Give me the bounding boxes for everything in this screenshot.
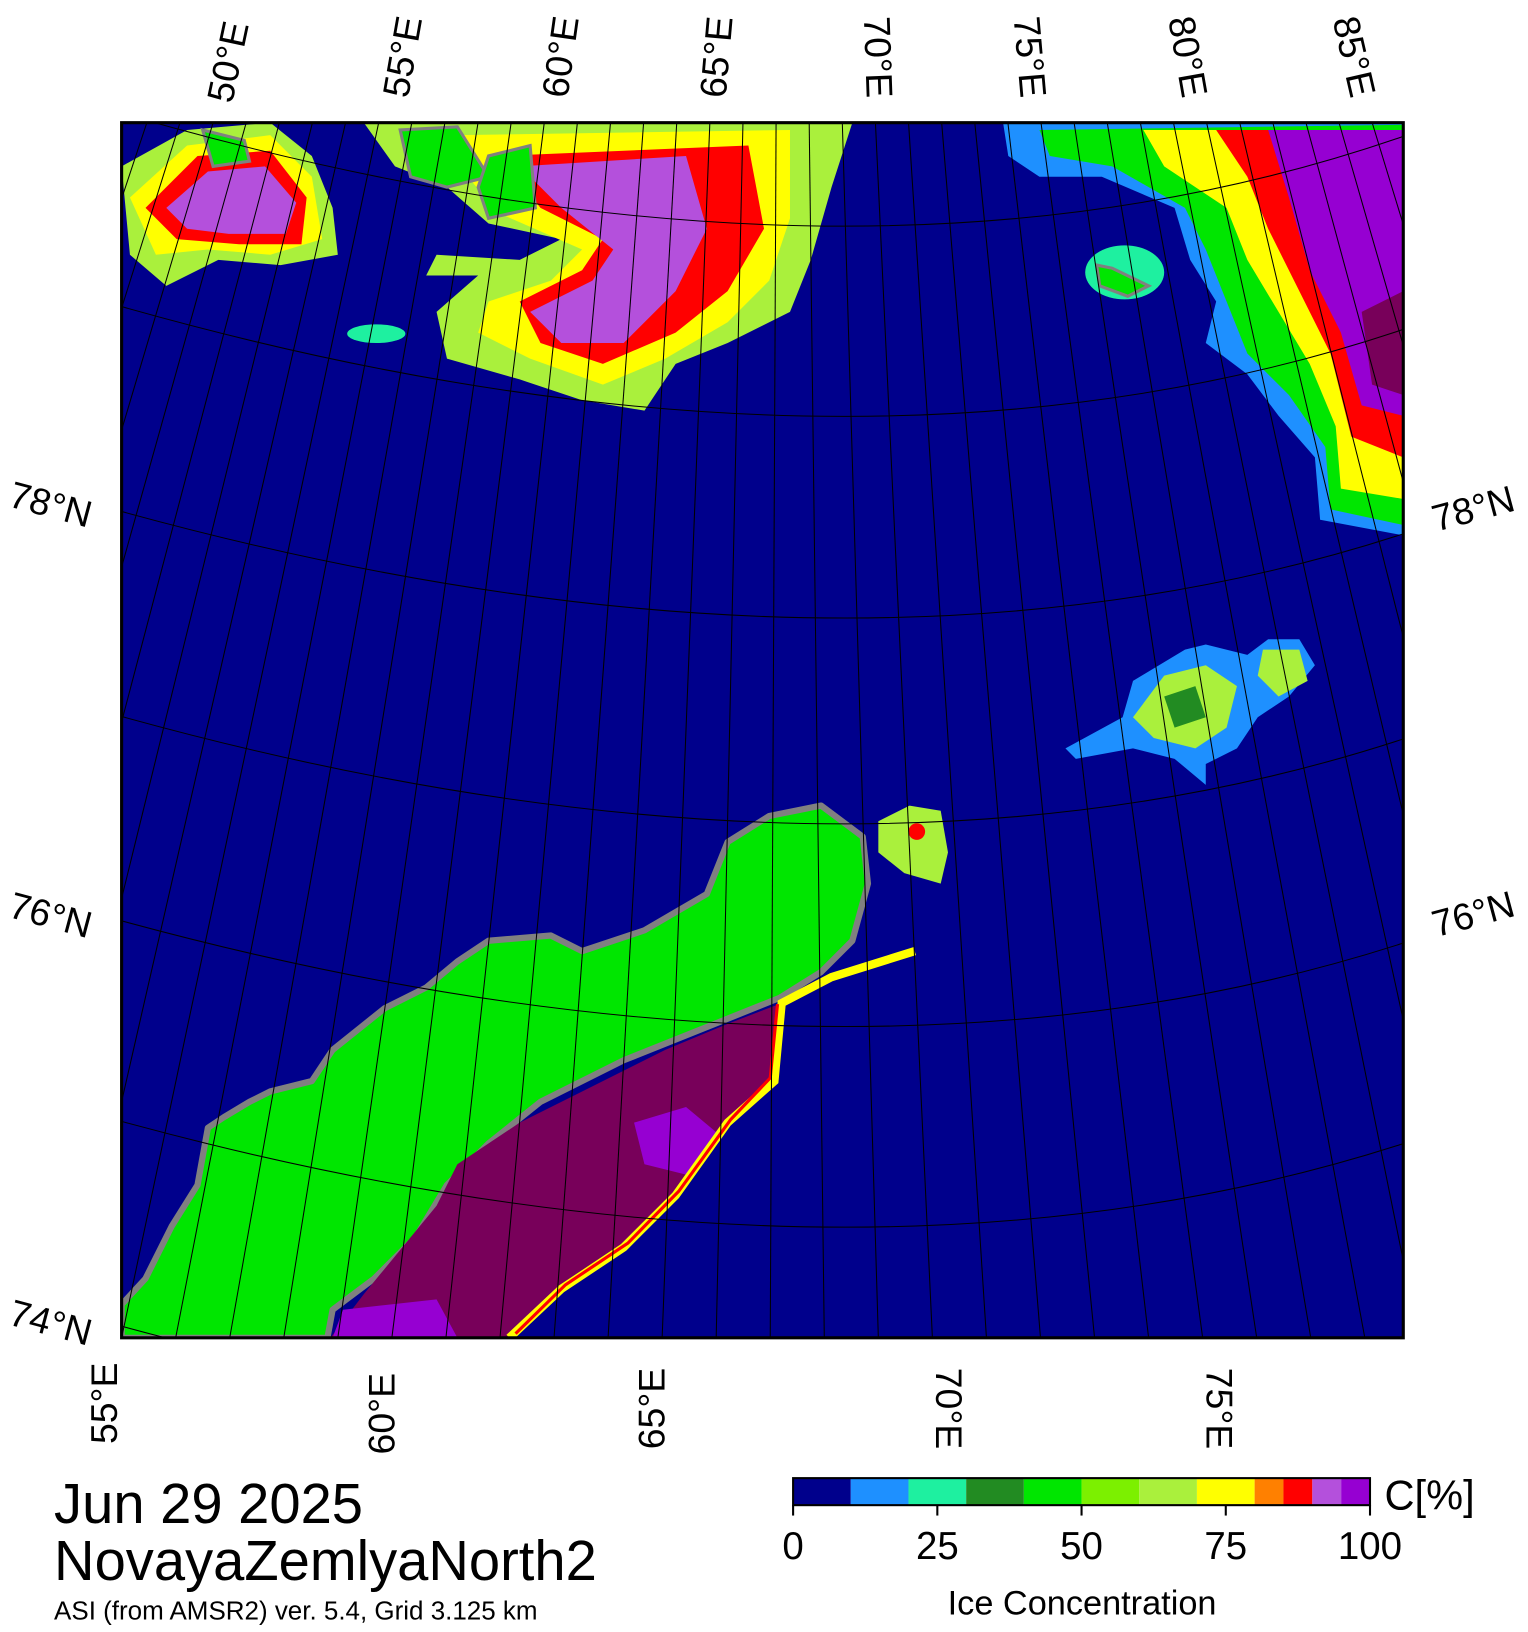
meridian	[874, 122, 933, 1338]
meridian	[1239, 122, 1404, 817]
meridian	[1338, 122, 1404, 348]
colorbar-tick-label: 0	[782, 1525, 803, 1568]
parallel	[121, 1120, 1404, 1228]
lat-label-left: 76°N	[5, 884, 97, 946]
meridian	[808, 122, 825, 1338]
meridian	[607, 122, 678, 1338]
lon-label-bottom: 70°E	[928, 1368, 970, 1450]
meridian	[715, 122, 744, 1338]
colorbar-segment	[1139, 1478, 1197, 1506]
meridian	[121, 122, 280, 724]
lon-label-top: 55°E	[375, 13, 431, 101]
meridian	[337, 122, 512, 1338]
meridian	[121, 122, 380, 1338]
map-area	[0, 122, 1528, 1338]
meridian	[769, 122, 777, 1338]
meridian	[1007, 122, 1150, 1338]
caption-date: Jun 29 2025	[54, 1472, 363, 1535]
colorbar-segment	[1081, 1478, 1140, 1506]
lon-label-bottom: 60°E	[360, 1373, 402, 1455]
lon-label-bottom: 65°E	[631, 1368, 673, 1450]
meridian	[941, 122, 1042, 1338]
caption-source: ASI (from AMSR2) ver. 5.4, Grid 3.125 km	[54, 1595, 537, 1625]
colorbar-segment	[1254, 1478, 1284, 1506]
meridian	[1438, 123, 1528, 1338]
colorbar-segment	[1023, 1478, 1082, 1506]
meridian	[0, 123, 81, 1338]
lon-label-top: 85°E	[1325, 12, 1384, 101]
colorbar-label: Ice Concentration	[948, 1584, 1217, 1622]
ice-edge-inner	[514, 1003, 780, 1335]
meridian	[908, 122, 987, 1338]
meridian	[1073, 122, 1258, 1338]
colorbar-segment	[1196, 1478, 1255, 1506]
lat-label-right: 78°N	[1427, 477, 1519, 539]
meridian	[1206, 122, 1404, 1023]
colorbar-tick-label: 50	[1060, 1525, 1103, 1568]
ice-island	[878, 805, 948, 884]
meridian	[1139, 122, 1366, 1338]
lon-label-top: 65°E	[692, 14, 741, 99]
meridian	[0, 123, 48, 1338]
lat-label-left: 74°N	[5, 1291, 97, 1353]
lat-label-left: 78°N	[5, 473, 97, 535]
caption-region: NovayaZemlyaNorth2	[54, 1529, 597, 1592]
meridian	[445, 122, 578, 1338]
meridian	[1405, 123, 1528, 1338]
parallel	[121, 715, 1404, 825]
meridian	[0, 123, 114, 1338]
colorbar-segment	[966, 1478, 1024, 1506]
meridian	[841, 122, 879, 1338]
lon-label-top: 50°E	[199, 18, 257, 106]
meridian	[1040, 122, 1204, 1338]
lon-label-top: 70°E	[856, 16, 901, 99]
parallel	[121, 510, 1404, 619]
colorbar-segment	[793, 1478, 851, 1506]
lon-label-top: 60°E	[534, 13, 587, 100]
meridian	[121, 122, 313, 901]
meridian	[121, 122, 347, 1104]
lon-label-bottom: 55°E	[83, 1363, 125, 1445]
colorbar-tick-label: 100	[1338, 1525, 1402, 1568]
meridian	[175, 122, 413, 1338]
colorbar: 0 25 50 75 100	[782, 1477, 1402, 1568]
colorbar-unit: C[%]	[1385, 1471, 1475, 1518]
meridian	[1505, 123, 1528, 1338]
meridian	[283, 122, 479, 1338]
ice-purple-patch	[332, 1107, 718, 1338]
colorbar-segment	[1283, 1478, 1313, 1506]
map-frame	[120, 121, 1405, 1340]
meridian	[974, 122, 1096, 1338]
meridian	[1472, 123, 1528, 1338]
lat-label-right: 76°N	[1427, 883, 1519, 945]
lon-label-bottom: 75°E	[1198, 1368, 1240, 1450]
parallel	[152, 122, 1404, 227]
graticule	[0, 122, 1528, 1338]
colorbar-segment	[850, 1478, 909, 1506]
colorbar-segment	[1341, 1478, 1371, 1506]
ice-top-left	[121, 122, 338, 286]
meridian	[1172, 122, 1404, 1264]
colorbar-segment	[908, 1478, 967, 1506]
meridian	[499, 122, 612, 1338]
meridian	[229, 122, 446, 1338]
colorbar-tick-label: 75	[1204, 1525, 1247, 1568]
meridian	[1272, 122, 1404, 640]
ice-top-right	[1003, 122, 1404, 536]
parallel	[121, 306, 1404, 417]
lon-label-top: 75°E	[1006, 14, 1055, 99]
meridian	[391, 122, 545, 1338]
colorbar-segment	[1312, 1478, 1342, 1506]
ice-fast-kara	[330, 1003, 782, 1338]
lon-label-top: 80°E	[1160, 13, 1216, 101]
meridian	[553, 122, 645, 1338]
meridian	[121, 122, 214, 432]
meridian	[661, 122, 711, 1338]
meridian	[1106, 122, 1312, 1338]
colorbar-tick-label: 25	[916, 1525, 959, 1568]
parallel	[121, 920, 1404, 1028]
meridian	[1305, 122, 1404, 484]
